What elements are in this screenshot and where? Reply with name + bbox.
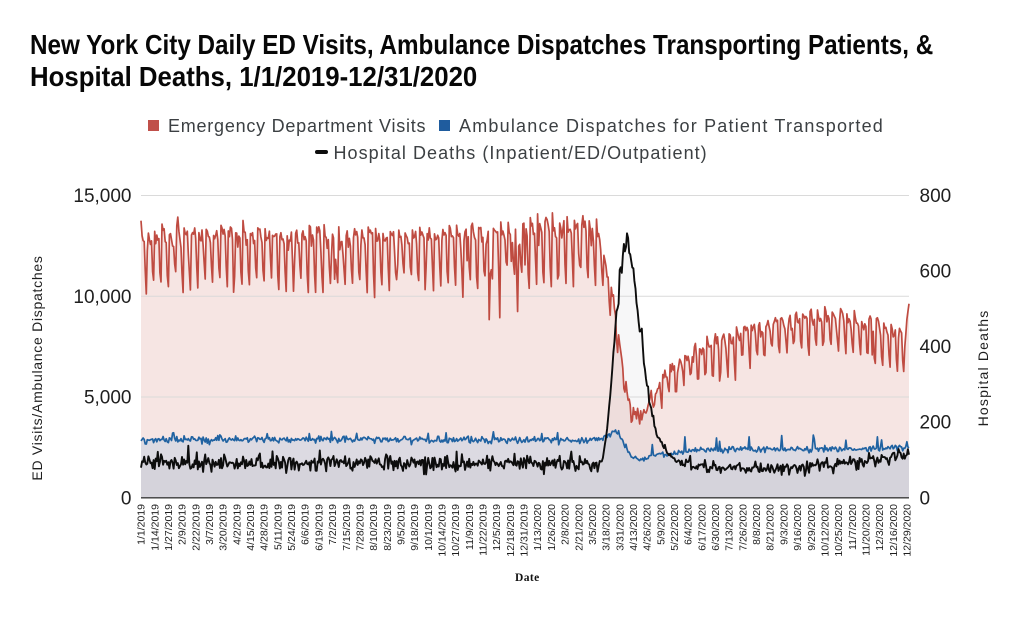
svg-text:6/19/2019: 6/19/2019 xyxy=(313,504,325,551)
svg-text:10/25/2020: 10/25/2020 xyxy=(833,504,845,557)
svg-text:5,000: 5,000 xyxy=(84,388,132,409)
svg-text:1/26/2020: 1/26/2020 xyxy=(546,504,558,551)
svg-text:5/22/2020: 5/22/2020 xyxy=(669,504,681,551)
svg-text:15,000: 15,000 xyxy=(73,186,131,207)
svg-text:9/3/2020: 9/3/2020 xyxy=(778,504,790,545)
svg-text:3/5/2020: 3/5/2020 xyxy=(587,504,599,545)
svg-text:0: 0 xyxy=(121,488,132,509)
svg-text:12/31/2019: 12/31/2019 xyxy=(519,504,531,557)
svg-text:6/4/2020: 6/4/2020 xyxy=(683,504,695,545)
svg-text:10/1/2019: 10/1/2019 xyxy=(423,504,435,551)
svg-text:12/16/2020: 12/16/2020 xyxy=(888,504,900,557)
svg-text:1/13/2020: 1/13/2020 xyxy=(532,504,544,551)
svg-text:12/5/2019: 12/5/2019 xyxy=(491,504,503,551)
svg-text:Hospital Deaths: Hospital Deaths xyxy=(975,310,991,427)
svg-text:10/14/2019: 10/14/2019 xyxy=(437,504,449,557)
svg-text:8/21/2020: 8/21/2020 xyxy=(765,504,777,551)
svg-text:12/3/2020: 12/3/2020 xyxy=(874,504,886,551)
svg-text:0: 0 xyxy=(920,488,931,509)
svg-text:4/26/2020: 4/26/2020 xyxy=(642,504,654,551)
svg-text:8/23/2019: 8/23/2019 xyxy=(382,504,394,551)
svg-text:5/24/2019: 5/24/2019 xyxy=(286,504,298,551)
svg-text:1/14/2019: 1/14/2019 xyxy=(149,504,161,551)
svg-text:4/2/2019: 4/2/2019 xyxy=(231,504,243,545)
svg-text:6/30/2020: 6/30/2020 xyxy=(710,504,722,551)
svg-text:10/27/2019: 10/27/2019 xyxy=(450,504,462,557)
svg-text:6/6/2019: 6/6/2019 xyxy=(300,504,312,545)
svg-text:11/7/2020: 11/7/2020 xyxy=(847,504,859,550)
svg-text:600: 600 xyxy=(920,262,952,283)
svg-text:5/9/2020: 5/9/2020 xyxy=(655,504,667,545)
svg-text:2/9/2019: 2/9/2019 xyxy=(177,504,189,545)
svg-text:3/31/2020: 3/31/2020 xyxy=(614,504,626,551)
svg-text:1/27/2019: 1/27/2019 xyxy=(163,504,175,551)
svg-text:9/5/2019: 9/5/2019 xyxy=(396,504,408,545)
svg-text:2/21/2020: 2/21/2020 xyxy=(573,504,585,551)
svg-text:5/11/2019: 5/11/2019 xyxy=(272,504,284,550)
svg-text:12/18/2019: 12/18/2019 xyxy=(505,504,517,557)
svg-text:3/18/2020: 3/18/2020 xyxy=(601,504,613,551)
svg-text:7/15/2019: 7/15/2019 xyxy=(341,504,353,551)
svg-text:ED Visits/Ambulance Dispatches: ED Visits/Ambulance Dispatches xyxy=(29,255,45,480)
svg-text:4/28/2019: 4/28/2019 xyxy=(259,504,271,551)
svg-text:6/17/2020: 6/17/2020 xyxy=(696,504,708,551)
svg-text:3/20/2019: 3/20/2019 xyxy=(218,504,230,551)
svg-text:12/29/2020: 12/29/2020 xyxy=(902,504,914,557)
svg-text:7/26/2020: 7/26/2020 xyxy=(737,504,749,551)
svg-text:8/8/2020: 8/8/2020 xyxy=(751,504,763,545)
svg-text:10/12/2020: 10/12/2020 xyxy=(819,504,831,557)
svg-text:3/7/2019: 3/7/2019 xyxy=(204,504,216,545)
svg-text:400: 400 xyxy=(920,337,952,358)
svg-text:11/9/2019: 11/9/2019 xyxy=(464,504,476,550)
svg-text:11/22/2019: 11/22/2019 xyxy=(478,504,490,556)
svg-text:10,000: 10,000 xyxy=(73,287,131,308)
svg-text:800: 800 xyxy=(920,186,952,207)
svg-text:4/13/2020: 4/13/2020 xyxy=(628,504,640,551)
svg-text:7/28/2019: 7/28/2019 xyxy=(354,504,366,551)
svg-text:1/1/2019: 1/1/2019 xyxy=(136,504,148,545)
svg-text:2/8/2020: 2/8/2020 xyxy=(560,504,572,545)
svg-text:7/2/2019: 7/2/2019 xyxy=(327,504,339,545)
svg-text:7/13/2020: 7/13/2020 xyxy=(724,504,736,551)
svg-text:4/15/2019: 4/15/2019 xyxy=(245,504,257,551)
svg-text:9/29/2020: 9/29/2020 xyxy=(806,504,818,551)
svg-text:2/22/2019: 2/22/2019 xyxy=(190,504,202,551)
svg-text:11/20/2020: 11/20/2020 xyxy=(861,504,873,556)
svg-text:200: 200 xyxy=(920,413,952,434)
svg-text:9/18/2019: 9/18/2019 xyxy=(409,504,421,551)
svg-text:9/16/2020: 9/16/2020 xyxy=(792,504,804,551)
svg-text:8/10/2019: 8/10/2019 xyxy=(368,504,380,551)
